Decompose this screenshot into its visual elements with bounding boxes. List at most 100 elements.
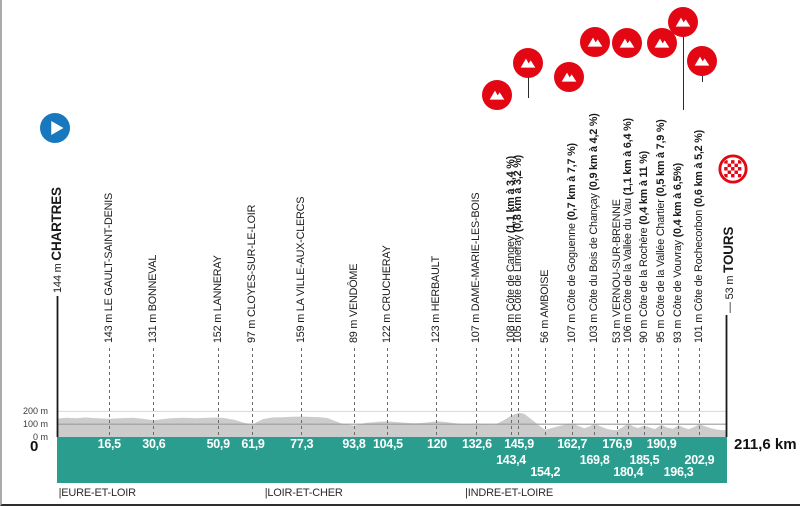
marker-label: 93 m Côte de Vouvray (0,4 km à 6,5%)	[672, 163, 685, 343]
mountain-icon	[489, 90, 505, 100]
start-city: CHARTRES	[49, 187, 64, 261]
icon-connector-line	[701, 75, 703, 82]
marker-name: 105 m Côte de Limeray	[512, 232, 525, 343]
marker-line	[660, 348, 662, 436]
marker-label: 107 m Côte de Goguenne (0,7 km à 7,7 %)	[566, 143, 579, 343]
marker-line	[571, 348, 573, 436]
mountain-icon	[694, 56, 710, 66]
distance-value: 180,4	[613, 465, 644, 479]
y-axis-tick-label: 0 m	[32, 431, 48, 442]
y-axis-tick-label: 100 m	[22, 418, 48, 429]
terminus-label: — 53 m TOURS	[721, 227, 738, 313]
marker-name: 152 m LANNERAY	[211, 255, 224, 343]
marker-line	[108, 348, 110, 436]
icon-connector-line	[682, 36, 684, 110]
marker-line	[387, 348, 389, 436]
marker-line	[476, 348, 478, 436]
distance-value: 202,9	[684, 452, 715, 467]
mountain-icon	[619, 38, 635, 48]
department-label: |LOIR-ET-CHER	[264, 487, 343, 499]
play-icon	[51, 120, 64, 136]
distance-value: 162,7	[557, 437, 588, 451]
climb-stats: (0,5 km à 7,9 %)	[654, 119, 667, 197]
marker-label: 97 m CLOYES-SUR-LE-LOIR	[246, 205, 259, 343]
distance-value: 154,2	[530, 465, 561, 479]
marker-name: 143 m LE GAULT-SAINT-DENIS	[102, 193, 115, 343]
finish-icon checkered-finish-icon	[718, 154, 748, 184]
distance-value: 132,6	[461, 437, 492, 451]
marker-name: 53 m VERNOU-SUR-BRENNE	[610, 199, 623, 343]
climb-stats: (0,4 km à 6,5%)	[672, 162, 685, 238]
distance-value: 185,5	[629, 452, 660, 467]
marker-line	[627, 348, 629, 436]
terrain-area	[57, 412, 727, 437]
marker-name: 93 m Côte de Vouvray	[672, 237, 685, 343]
department-label: |EURE-ET-LOIR	[58, 487, 136, 499]
marker-label: 107 m DAME-MARIE-LES-BOIS	[470, 193, 483, 343]
distance-value: 16,5	[97, 437, 121, 451]
distance-band	[57, 437, 727, 483]
y-axis-tick-label: 200 m	[22, 405, 48, 416]
mountain-icon	[654, 38, 670, 48]
marker-name: 97 m CLOYES-SUR-LE-LOIR	[246, 204, 259, 343]
marker-name: 95 m Côte de la Vallée Chartier	[654, 196, 667, 343]
department-label: |INDRE-ET-LOIRE	[465, 487, 554, 499]
mountain-icon	[587, 37, 603, 47]
marker-name: 90 m Côte de la Rochère	[637, 224, 650, 343]
marker-label: 89 m VENDÔME	[348, 264, 361, 343]
start-icon play-icon	[40, 113, 70, 143]
km-zero-label: 0	[30, 438, 39, 455]
marker-name: 131 m BONNEVAL	[147, 254, 160, 343]
distance-value: 143,4	[496, 452, 526, 467]
mountain-icon	[520, 58, 536, 68]
climb-stats: (1,1 km à 6,4 %)	[621, 118, 634, 196]
climb-icon	[513, 48, 543, 78]
climb-stats: (0,6 km à 5,2 %)	[692, 129, 705, 208]
marker-line	[698, 348, 700, 436]
distance-value: 50,9	[206, 437, 230, 451]
marker-label: 131 m BONNEVAL	[147, 255, 160, 343]
marker-line	[616, 348, 618, 436]
distance-value: 169,8	[579, 452, 610, 467]
total-distance-label: 211,6 km	[734, 436, 797, 453]
marker-label: 123 m HERBAULT	[430, 256, 443, 343]
marker-name: 122 m CRUCHERAY	[381, 245, 394, 343]
climb-stats: (0,4 km à 11 %)	[637, 150, 650, 225]
marker-line	[153, 348, 155, 436]
marker-name: 103 m Côte du Bois de Chançay	[588, 190, 601, 343]
marker-label: 143 m LE GAULT-SAINT-DENIS	[103, 193, 116, 343]
marker-name: 107 m Côte de Goguenne	[565, 220, 578, 343]
marker-name: 89 m VENDÔME	[347, 263, 360, 343]
marker-line	[436, 348, 438, 436]
marker-line	[510, 348, 512, 436]
marker-label: 95 m Côte de la Vallée Chartier (0,5 km …	[655, 119, 668, 343]
marker-label: 106 m Côte de la Vallée du Vau (1,1 km à…	[622, 118, 635, 343]
marker-name: 56 m AMBOISE	[538, 269, 551, 343]
marker-line	[217, 348, 219, 436]
climb-icon	[554, 62, 584, 92]
marker-name: 159 m LA VILLE-AUX-CLERCS	[295, 196, 308, 343]
icon-connector-line	[527, 77, 529, 98]
climb-stats: (0,7 km à 7,7 %)	[565, 143, 578, 221]
marker-line	[353, 348, 355, 436]
marker-line	[544, 348, 546, 436]
marker-line	[643, 348, 645, 436]
finish-elevation: — 53 m	[724, 272, 736, 313]
start-elevation: 144 m	[52, 260, 64, 293]
distance-value: 145,9	[504, 437, 534, 451]
marker-label: 152 m LANNERAY	[212, 255, 225, 343]
marker-name: 101 m Côte de Rochecorbon	[692, 207, 705, 343]
distance-value: 190,9	[646, 437, 677, 451]
climb-icon	[612, 28, 642, 58]
distance-value: 77,3	[290, 437, 314, 451]
marker-line	[518, 348, 520, 436]
climb-icon	[687, 46, 717, 76]
marker-name: 106 m Côte de la Vallée du Vau	[621, 195, 634, 343]
climb-icon	[668, 7, 698, 37]
distance-value: 93,8	[342, 437, 366, 451]
marker-label: 122 m CRUCHERAY	[381, 245, 394, 343]
marker-label: 101 m Côte de Rochecorbon (0,6 km à 5,2 …	[693, 130, 706, 343]
marker-line	[594, 348, 596, 436]
